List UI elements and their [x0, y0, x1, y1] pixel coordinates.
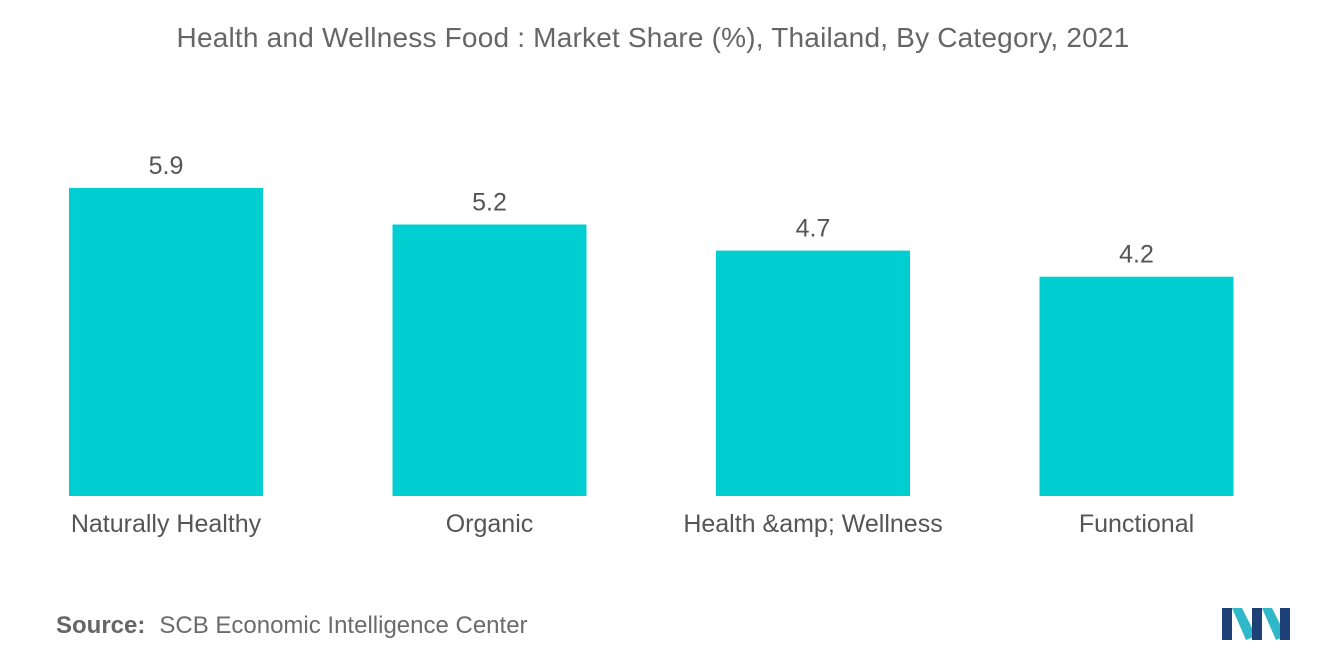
chart-title: Health and Wellness Food : Market Share …: [176, 22, 1130, 53]
category-label-2: Organic: [446, 510, 534, 538]
bar-1: [69, 188, 263, 496]
source-label: Source:: [56, 612, 146, 639]
category-labels-layer: Naturally Healthy Organic Health &amp; Wel…: [71, 510, 1194, 538]
value-label-1: 5.9: [149, 152, 184, 180]
bar-3: [716, 250, 910, 496]
value-labels-layer: 5.9 5.2 4.7 4.2: [149, 152, 1154, 269]
category-label-1: Naturally Healthy: [71, 510, 262, 538]
mordor-logo-icon: [1222, 608, 1290, 640]
value-label-4: 4.2: [1119, 241, 1154, 269]
bar-4: [1039, 276, 1234, 496]
category-label-4: Functional: [1079, 510, 1194, 538]
source-line: Source: SCB Economic Intelligence Center: [56, 612, 528, 640]
value-label-2: 5.2: [472, 189, 507, 217]
source-text: SCB Economic Intelligence Center: [159, 612, 528, 639]
bars-layer: [69, 188, 1234, 496]
bar-2: [392, 224, 587, 496]
category-label-3: Health &amp; Wellness: [683, 510, 942, 538]
value-label-3: 4.7: [796, 215, 831, 243]
